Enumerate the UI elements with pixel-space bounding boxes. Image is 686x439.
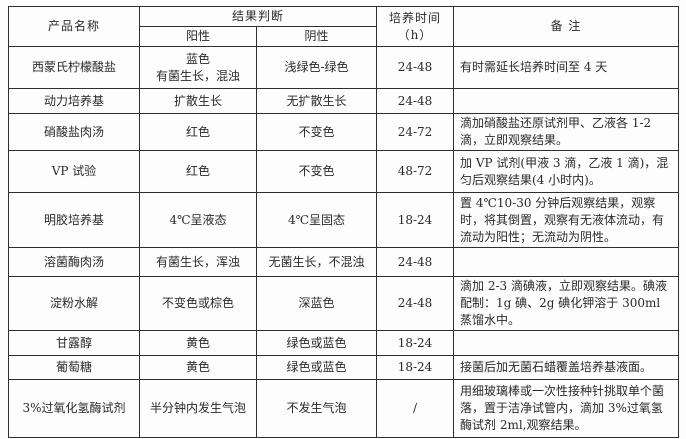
- header-product: 产品名称: [8, 6, 140, 47]
- header-remark: 备 注: [453, 6, 680, 47]
- culture-time-cell: 18-24: [376, 192, 455, 248]
- culture-time-cell: 24-72: [376, 113, 455, 151]
- positive-result-cell: 红色: [139, 113, 257, 151]
- negative-result-cell: 4℃呈固态: [255, 192, 378, 248]
- negative-result-cell: 不发生气泡: [255, 379, 378, 438]
- positive-result-cell: 半分钟内发生气泡: [139, 379, 257, 438]
- header-negative: 阴性: [255, 26, 378, 47]
- positive-result-cell: 黄色: [139, 355, 257, 380]
- remark-cell: [453, 247, 680, 277]
- product-name-cell: 3%过氧化氢酶试剂: [8, 379, 140, 438]
- culture-time-cell: 24-48: [376, 88, 455, 114]
- table-row: 硝酸盐肉汤 红色 不变色 24-72 滴加硝酸盐还原试剂甲、乙液各 1-2 滴，…: [8, 113, 680, 151]
- remark-cell: 用细玻璃棒或一次性接种针挑取单个菌落，置于洁净试管内，滴加 3%过氧氢酶试剂 2…: [453, 379, 680, 438]
- culture-time-cell: /: [376, 379, 455, 438]
- culture-time-cell: 24-48: [376, 276, 455, 331]
- table-row: VP 试验 红色 不变色 48-72 加 VP 试剂(甲液 3 滴，乙液 1 滴…: [8, 150, 680, 193]
- culture-time-cell: 24-48: [376, 46, 455, 89]
- remark-cell: 滴加硝酸盐还原试剂甲、乙液各 1-2 滴，立即观察结果。: [453, 113, 680, 151]
- product-name-cell: 明胶培养基: [8, 192, 140, 248]
- header-result-group: 结果判断: [138, 6, 378, 27]
- table-row: 溶菌酶肉汤 有菌生长，浑浊 无菌生长，不混浊 24-48: [8, 247, 680, 277]
- remark-cell: 加 VP 试剂(甲液 3 滴，乙液 1 滴)，混匀后观察结果(4 小时内)。: [453, 150, 680, 193]
- result-interpretation-table: 产品名称 结果判断 培养时间 （h） 备 注 阳性 阴性 西蒙氏柠檬酸盐 蓝色 …: [8, 6, 680, 438]
- product-name-cell: 硝酸盐肉汤: [8, 113, 140, 151]
- positive-result-cell: 扩散生长: [139, 88, 257, 114]
- product-name-cell: VP 试验: [8, 150, 140, 193]
- table-row: 葡萄糖 黄色 绿色或蓝色 18-24 接菌后加无菌石蜡覆盖培养基液面。: [8, 355, 680, 380]
- product-name-cell: 溶菌酶肉汤: [8, 247, 140, 277]
- remark-cell: 滴加 2-3 滴碘液，立即观察结果。碘液配制：1g 碘、2g 碘化钾溶于 300…: [453, 276, 680, 331]
- remark-cell: [453, 88, 680, 114]
- product-name-cell: 动力培养基: [8, 88, 140, 114]
- header-culture-time: 培养时间 （h）: [376, 6, 455, 47]
- negative-result-cell: 绿色或蓝色: [255, 330, 378, 356]
- culture-time-cell: 24-48: [376, 247, 455, 277]
- product-name-cell: 西蒙氏柠檬酸盐: [8, 46, 140, 89]
- remark-cell: 接菌后加无菌石蜡覆盖培养基液面。: [453, 355, 680, 380]
- remark-cell: 有时需延长培养时间至 4 天: [453, 46, 680, 89]
- negative-result-cell: 无菌生长，不混浊: [255, 247, 378, 277]
- table-row: 淀粉水解 不变色或棕色 深蓝色 24-48 滴加 2-3 滴碘液，立即观察结果。…: [8, 276, 680, 331]
- negative-result-cell: 不变色: [255, 113, 378, 151]
- product-name-cell: 淀粉水解: [8, 276, 140, 331]
- negative-result-cell: 绿色或蓝色: [255, 355, 378, 380]
- header-positive: 阳性: [139, 26, 257, 47]
- negative-result-cell: 不变色: [255, 150, 378, 193]
- negative-result-cell: 无扩散生长: [255, 88, 378, 114]
- positive-result-cell: 红色: [139, 150, 257, 193]
- culture-time-cell: 18-24: [376, 355, 455, 380]
- product-name-cell: 葡萄糖: [8, 355, 140, 380]
- positive-result-cell: 有菌生长，浑浊: [139, 247, 257, 277]
- positive-result-cell: 不变色或棕色: [139, 276, 257, 331]
- positive-result-cell: 蓝色 有菌生长，混浊: [139, 46, 257, 89]
- negative-result-cell: 深蓝色: [255, 276, 378, 331]
- culture-time-cell: 18-24: [376, 330, 455, 356]
- positive-result-cell: 黄色: [139, 330, 257, 356]
- culture-time-cell: 48-72: [376, 150, 455, 193]
- table-row: 动力培养基 扩散生长 无扩散生长 24-48: [8, 88, 680, 114]
- table-row: 3%过氧化氢酶试剂 半分钟内发生气泡 不发生气泡 / 用细玻璃棒或一次性接种针挑…: [8, 379, 680, 438]
- table-row: 西蒙氏柠檬酸盐 蓝色 有菌生长，混浊 浅绿色-绿色 24-48 有时需延长培养时…: [8, 46, 680, 89]
- remark-cell: [453, 330, 680, 356]
- negative-result-cell: 浅绿色-绿色: [255, 46, 378, 89]
- positive-result-cell: 4℃呈液态: [139, 192, 257, 248]
- product-name-cell: 甘露醇: [8, 330, 140, 356]
- remark-cell: 置 4℃10-30 分钟后观察结果，观察时，将其倒置，观察有无液体流动，有流动为…: [453, 192, 680, 248]
- table-row: 明胶培养基 4℃呈液态 4℃呈固态 18-24 置 4℃10-30 分钟后观察结…: [8, 192, 680, 248]
- table-row: 甘露醇 黄色 绿色或蓝色 18-24: [8, 330, 680, 356]
- header-row-top: 产品名称 结果判断 培养时间 （h） 备 注: [8, 6, 680, 47]
